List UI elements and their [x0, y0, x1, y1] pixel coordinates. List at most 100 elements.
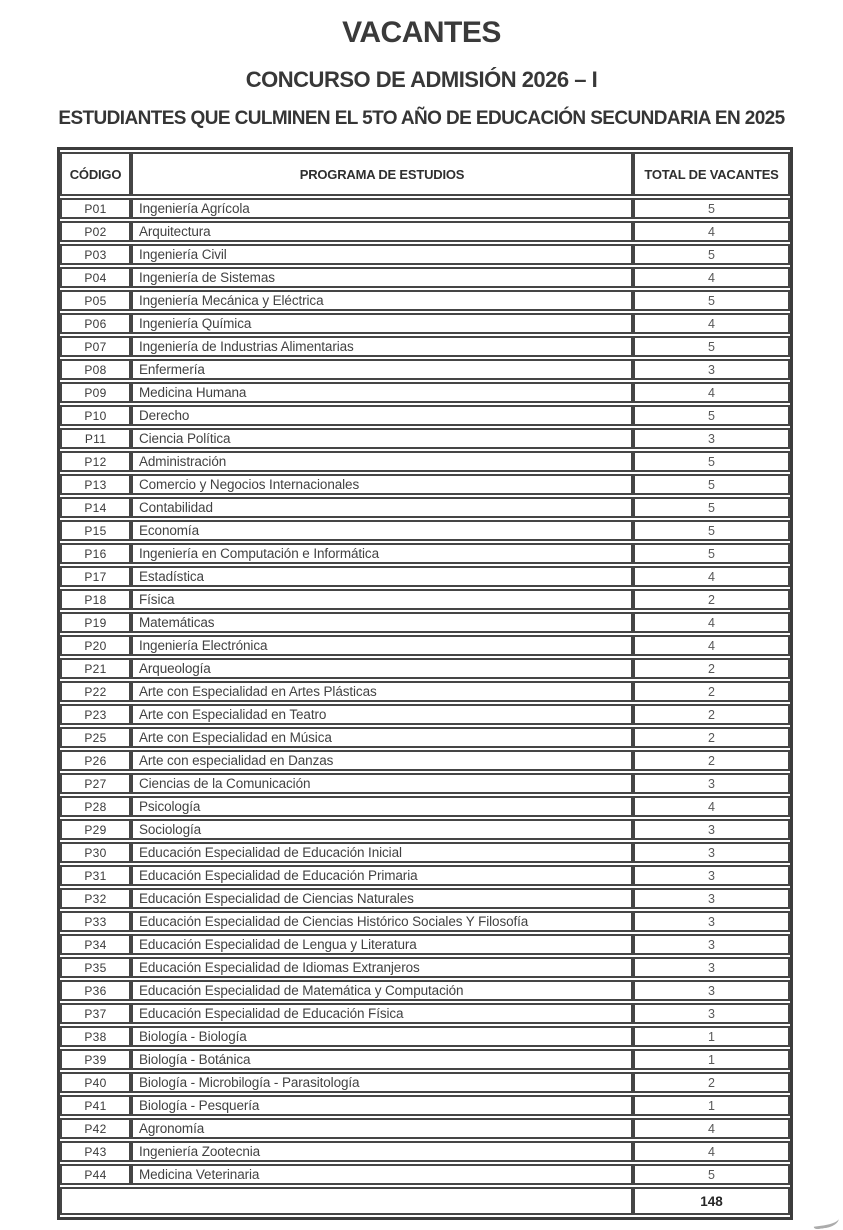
table-row: P36 Educación Especialidad de Matemática … [60, 980, 790, 1001]
vacancy-cell: 4 [633, 566, 790, 587]
table-row: P42 Agronomía 4 [60, 1118, 790, 1139]
table-row: P10 Derecho 5 [60, 405, 790, 426]
vacancy-cell: 1 [633, 1026, 790, 1047]
program-cell: Biología - Botánica [131, 1049, 633, 1070]
vacancy-cell: 5 [633, 198, 790, 219]
vacancy-cell: 3 [633, 957, 790, 978]
program-cell: Medicina Humana [131, 382, 633, 403]
vacancy-cell: 2 [633, 704, 790, 725]
vacancy-cell: 3 [633, 842, 790, 863]
program-cell: Educación Especialidad de Matemática y C… [131, 980, 633, 1001]
table-row: P09 Medicina Humana 4 [60, 382, 790, 403]
table-row: P05 Ingeniería Mecánica y Eléctrica 5 [60, 290, 790, 311]
header-row: CÓDIGO PROGRAMA DE ESTUDIOS TOTAL DE VAC… [60, 152, 790, 196]
code-cell: P03 [60, 244, 131, 265]
vacancy-cell: 2 [633, 658, 790, 679]
table-row: P14 Contabilidad 5 [60, 497, 790, 518]
code-cell: P27 [60, 773, 131, 794]
program-cell: Ingeniería de Industrias Alimentarias [131, 336, 633, 357]
table-row: P39 Biología - Botánica 1 [60, 1049, 790, 1070]
vacancy-cell: 3 [633, 773, 790, 794]
program-cell: Ingeniería Agrícola [131, 198, 633, 219]
table-row: P01 Ingeniería Agrícola 5 [60, 198, 790, 219]
code-cell: P13 [60, 474, 131, 495]
table-row: P26 Arte con especialidad en Danzas 2 [60, 750, 790, 771]
vacancy-cell: 2 [633, 727, 790, 748]
code-cell: P10 [60, 405, 131, 426]
program-cell: Ciencias de la Comunicación [131, 773, 633, 794]
table-row: P17 Estadística 4 [60, 566, 790, 587]
scan-smudge-mark [812, 1213, 840, 1230]
vacancy-cell: 3 [633, 888, 790, 909]
program-cell: Educación Especialidad de Educación Prim… [131, 865, 633, 886]
vacancy-cell: 2 [633, 589, 790, 610]
total-row: 148 [60, 1187, 790, 1215]
column-header-codigo: CÓDIGO [60, 152, 131, 196]
audience-line: ESTUDIANTES QUE CULMINEN EL 5TO AÑO DE E… [58, 108, 785, 129]
vacancies-table: CÓDIGO PROGRAMA DE ESTUDIOS TOTAL DE VAC… [57, 147, 793, 1220]
program-cell: Ingeniería de Sistemas [131, 267, 633, 288]
code-cell: P26 [60, 750, 131, 771]
program-cell: Sociología [131, 819, 633, 840]
vacancy-cell: 3 [633, 819, 790, 840]
code-cell: P22 [60, 681, 131, 702]
table-row: P41 Biología - Pesquería 1 [60, 1095, 790, 1116]
column-header-programa: PROGRAMA DE ESTUDIOS [131, 152, 633, 196]
vacancy-cell: 2 [633, 681, 790, 702]
code-cell: P08 [60, 359, 131, 380]
program-cell: Arte con Especialidad en Teatro [131, 704, 633, 725]
code-cell: P37 [60, 1003, 131, 1024]
vacancy-cell: 3 [633, 934, 790, 955]
vacancy-cell: 5 [633, 451, 790, 472]
table-row: P02 Arquitectura 4 [60, 221, 790, 242]
table-row: P03 Ingeniería Civil 5 [60, 244, 790, 265]
program-cell: Ingeniería Civil [131, 244, 633, 265]
table-row: P15 Economía 5 [60, 520, 790, 541]
program-cell: Ingeniería Zootecnia [131, 1141, 633, 1162]
vacancy-cell: 4 [633, 612, 790, 633]
program-cell: Educación Especialidad de Idiomas Extran… [131, 957, 633, 978]
table-row: P40 Biología - Microbilogía - Parasitolog… [60, 1072, 790, 1093]
total-vacancies-value: 148 [633, 1187, 790, 1215]
code-cell: P05 [60, 290, 131, 311]
program-cell: Educación Especialidad de Educación Físi… [131, 1003, 633, 1024]
program-cell: Ciencia Política [131, 428, 633, 449]
code-cell: P34 [60, 934, 131, 955]
vacancy-cell: 5 [633, 474, 790, 495]
code-cell: P04 [60, 267, 131, 288]
vacancy-cell: 4 [633, 313, 790, 334]
code-cell: P40 [60, 1072, 131, 1093]
vacancy-cell: 5 [633, 497, 790, 518]
program-cell: Física [131, 589, 633, 610]
page-title: VACANTES [342, 16, 501, 49]
code-cell: P01 [60, 198, 131, 219]
vacancy-cell: 5 [633, 244, 790, 265]
code-cell: P43 [60, 1141, 131, 1162]
table-row: P06 Ingeniería Química 4 [60, 313, 790, 334]
vacancy-cell: 4 [633, 221, 790, 242]
code-cell: P23 [60, 704, 131, 725]
table-row: P33 Educación Especialidad de Ciencias Hi… [60, 911, 790, 932]
vacancy-cell: 5 [633, 1164, 790, 1185]
program-cell: Arte con Especialidad en Artes Plásticas [131, 681, 633, 702]
code-cell: P42 [60, 1118, 131, 1139]
code-cell: P15 [60, 520, 131, 541]
vacancy-cell: 5 [633, 520, 790, 541]
code-cell: P31 [60, 865, 131, 886]
code-cell: P35 [60, 957, 131, 978]
code-cell: P17 [60, 566, 131, 587]
program-cell: Ingeniería Electrónica [131, 635, 633, 656]
vacancy-cell: 3 [633, 359, 790, 380]
vacancy-cell: 5 [633, 405, 790, 426]
vacancy-cell: 3 [633, 1003, 790, 1024]
code-cell: P39 [60, 1049, 131, 1070]
program-cell: Educación Especialidad de Ciencias Natur… [131, 888, 633, 909]
code-cell: P36 [60, 980, 131, 1001]
table-row: P08 Enfermería 3 [60, 359, 790, 380]
code-cell: P38 [60, 1026, 131, 1047]
code-cell: P29 [60, 819, 131, 840]
table-row: P22 Arte con Especialidad en Artes Plásti… [60, 681, 790, 702]
table-row: P19 Matemáticas 4 [60, 612, 790, 633]
vacancy-cell: 5 [633, 336, 790, 357]
